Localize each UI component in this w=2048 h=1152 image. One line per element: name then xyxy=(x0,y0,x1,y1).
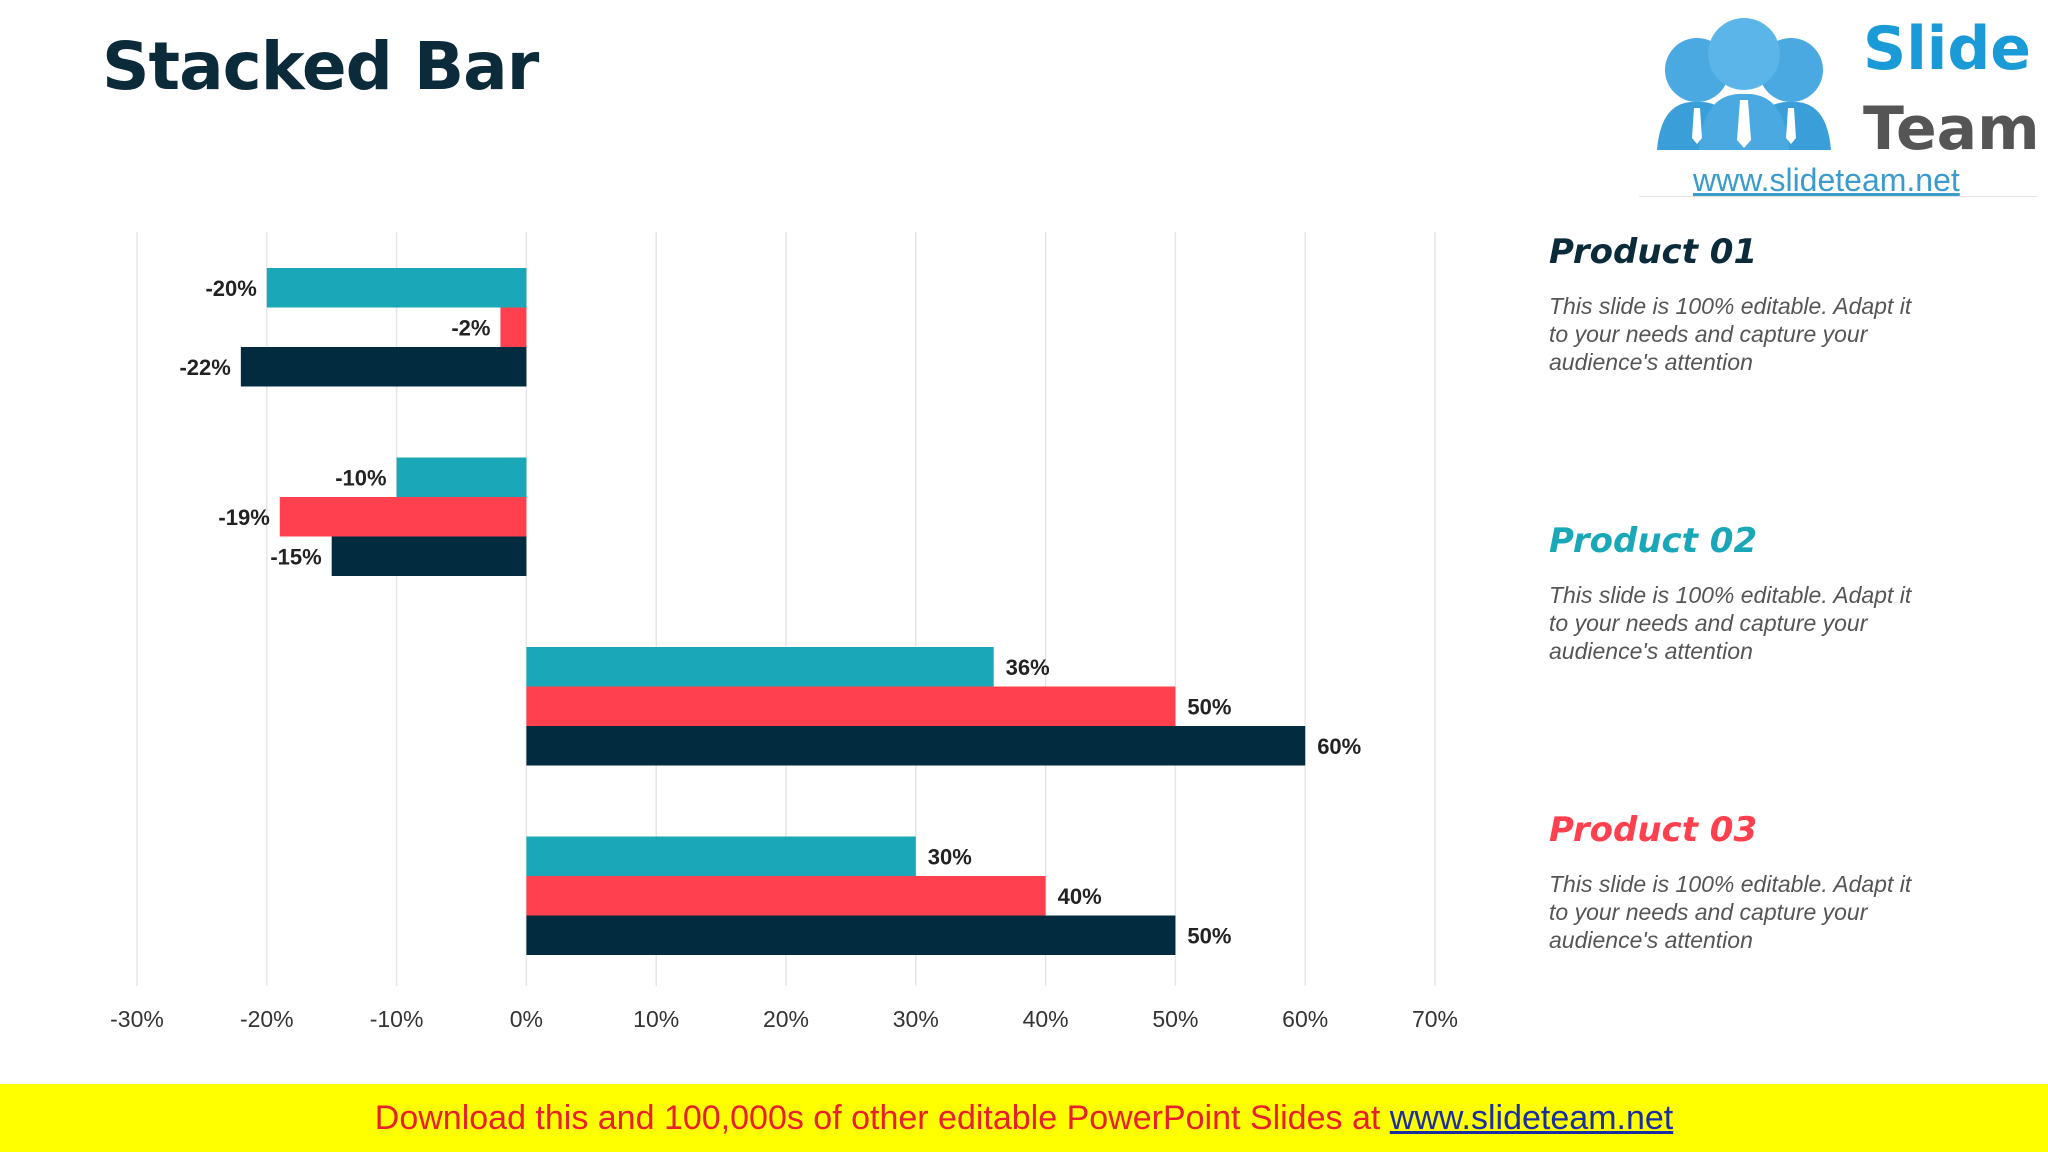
data-label: 50% xyxy=(1187,923,1231,948)
data-label: -15% xyxy=(270,544,321,569)
bar xyxy=(526,915,1176,955)
bar xyxy=(526,686,1176,726)
bar-chart: -30% -20% -10% 0% 10% 20% 30% 40% 50% 60% 70% -20% -… xyxy=(110,232,1458,1032)
product-03-text: This slide is 100% editable. Adapt it to… xyxy=(1549,871,1912,953)
bar xyxy=(526,647,994,687)
bar xyxy=(526,726,1306,766)
bar xyxy=(331,536,527,576)
page-title: Stacked Bar xyxy=(102,28,539,105)
people-icon xyxy=(1657,18,1831,150)
logo-text-team: Team xyxy=(1863,94,2040,164)
x-tick-label: 50% xyxy=(1152,1006,1198,1032)
x-tick-label: -20% xyxy=(240,1006,294,1032)
logo-text-slide: Slide xyxy=(1863,14,2031,84)
banner-link[interactable]: www.slideteam.net xyxy=(1389,1099,1674,1137)
product-03-title: Product 03 xyxy=(1549,810,1758,850)
x-tick-label: 0% xyxy=(510,1006,543,1032)
data-label: -2% xyxy=(451,315,490,340)
x-tick-label: 20% xyxy=(763,1006,809,1032)
data-label: 50% xyxy=(1187,694,1231,719)
data-label: 30% xyxy=(928,844,972,869)
product-03-block: Product 03 This slide is 100% editable. … xyxy=(1549,810,1929,954)
data-label: 60% xyxy=(1317,734,1361,759)
slideteam-logo[interactable]: Slide Team www.slideteam.net xyxy=(1639,0,2040,198)
bar xyxy=(396,457,527,497)
data-label: 36% xyxy=(1006,655,1050,680)
product-01-title: Product 01 xyxy=(1549,232,1758,272)
download-banner: Download this and 100,000s of other edit… xyxy=(0,1084,2048,1152)
x-tick-label: 30% xyxy=(893,1006,939,1032)
product-02-block: Product 02 This slide is 100% editable. … xyxy=(1549,521,1929,665)
bar xyxy=(526,836,916,876)
logo-url-link[interactable]: www.slideteam.net xyxy=(1693,162,1960,198)
data-label: -20% xyxy=(205,276,256,301)
data-label: -10% xyxy=(335,465,386,490)
bar xyxy=(500,307,527,347)
x-tick-label: -10% xyxy=(370,1006,424,1032)
x-tick-label: 70% xyxy=(1412,1006,1458,1032)
product-02-title: Product 02 xyxy=(1549,521,1758,561)
banner-text: Download this and 100,000s of other edit… xyxy=(374,1099,1390,1137)
data-label: 40% xyxy=(1058,884,1102,909)
data-label: -22% xyxy=(179,355,230,380)
bar xyxy=(526,876,1046,916)
product-01-text: This slide is 100% editable. Adapt it to… xyxy=(1549,293,1912,375)
product-01-block: Product 01 This slide is 100% editable. … xyxy=(1549,232,1929,376)
bar xyxy=(279,497,527,537)
data-label: -19% xyxy=(218,505,269,530)
bar xyxy=(266,268,527,308)
x-tick-label: 40% xyxy=(1023,1006,1069,1032)
bar xyxy=(240,347,527,387)
product-02-text: This slide is 100% editable. Adapt it to… xyxy=(1549,582,1912,664)
x-tick-label: 10% xyxy=(633,1006,679,1032)
x-tick-label: -30% xyxy=(110,1006,164,1032)
x-tick-label: 60% xyxy=(1282,1006,1328,1032)
